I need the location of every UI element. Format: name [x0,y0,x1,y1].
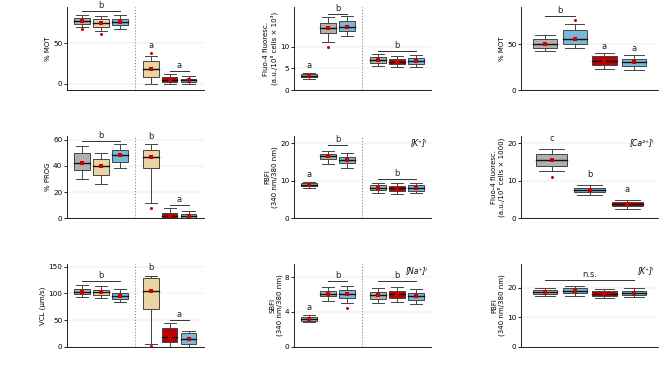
Bar [389,59,404,64]
Text: a: a [307,170,312,179]
Y-axis label: Fluo-4 fluoresc.
(a.u./10⁶ cells × 1000): Fluo-4 fluoresc. (a.u./10⁶ cells × 1000) [491,137,505,217]
Y-axis label: % PROG: % PROG [45,163,51,191]
Bar [339,157,354,163]
Bar [321,291,336,296]
Bar [74,153,90,170]
Bar [143,150,158,169]
Bar [74,18,90,24]
Text: b: b [394,169,400,178]
Text: b: b [148,132,154,141]
Y-axis label: % MOT: % MOT [499,36,505,61]
Text: a: a [148,41,154,50]
Text: b: b [148,263,154,272]
Text: c: c [549,134,554,143]
Bar [370,57,386,63]
Y-axis label: SBFI
(340 nm/380 nm): SBFI (340 nm/380 nm) [269,274,283,336]
Text: a: a [177,61,182,70]
Bar [536,154,567,166]
Bar [301,317,317,320]
Bar [321,23,336,34]
Bar [162,328,178,342]
Bar [389,186,404,191]
Bar [321,154,336,159]
Bar [112,293,128,299]
Text: a: a [625,185,630,194]
Bar [533,290,557,294]
Bar [93,289,108,295]
Bar [339,21,354,31]
Text: b: b [98,1,104,10]
Bar [533,39,557,48]
Text: [K⁺]ᴵ: [K⁺]ᴵ [411,138,427,147]
Bar [622,291,646,295]
Bar [112,150,128,162]
Text: b: b [334,135,340,144]
Bar [593,56,616,65]
Bar [574,188,605,192]
Y-axis label: PBFI
(340 nm/380 nm): PBFI (340 nm/380 nm) [491,274,505,336]
Text: b: b [334,271,340,280]
Text: a: a [632,44,636,53]
Bar [143,61,158,77]
Text: b: b [98,271,104,280]
Bar [622,59,646,66]
Bar [74,289,90,294]
Bar [339,290,354,298]
Bar [93,159,108,175]
Text: [K⁺]ᴵ: [K⁺]ᴵ [638,266,654,276]
Text: b: b [557,6,563,15]
Text: a: a [177,310,182,319]
Text: a: a [177,195,182,204]
Text: n.s.: n.s. [582,270,597,279]
Bar [563,288,587,293]
Text: a: a [307,61,312,70]
Text: b: b [587,170,593,179]
Y-axis label: PBFI
(340 nm/380 nm): PBFI (340 nm/380 nm) [265,146,278,208]
Text: a: a [602,42,607,50]
Y-axis label: % MOT: % MOT [45,36,51,61]
Y-axis label: VCL (μm/s): VCL (μm/s) [40,286,47,324]
Text: [Ca²⁺]ᴵ: [Ca²⁺]ᴵ [630,138,654,147]
Y-axis label: Fluo-4 fluoresc.
(a.u./10⁶ cells × 10³): Fluo-4 fluoresc. (a.u./10⁶ cells × 10³) [263,12,278,85]
Text: a: a [307,303,312,312]
Bar [389,291,404,298]
Bar [162,77,178,82]
Text: b: b [334,4,340,13]
Bar [181,214,196,218]
Bar [181,79,196,82]
Bar [93,19,108,27]
Text: b: b [98,131,104,140]
Bar [408,185,424,191]
Bar [612,202,643,206]
Bar [112,19,128,25]
Bar [593,291,616,296]
Text: b: b [394,271,400,280]
Bar [370,185,386,190]
Bar [301,74,317,77]
Bar [143,278,158,310]
Bar [370,292,386,299]
Bar [181,333,196,344]
Bar [408,293,424,300]
Text: b: b [394,41,400,50]
Bar [162,213,178,218]
Bar [563,30,587,44]
Text: [Na⁺]ᴵ: [Na⁺]ᴵ [406,266,427,276]
Bar [301,183,317,186]
Bar [408,58,424,64]
